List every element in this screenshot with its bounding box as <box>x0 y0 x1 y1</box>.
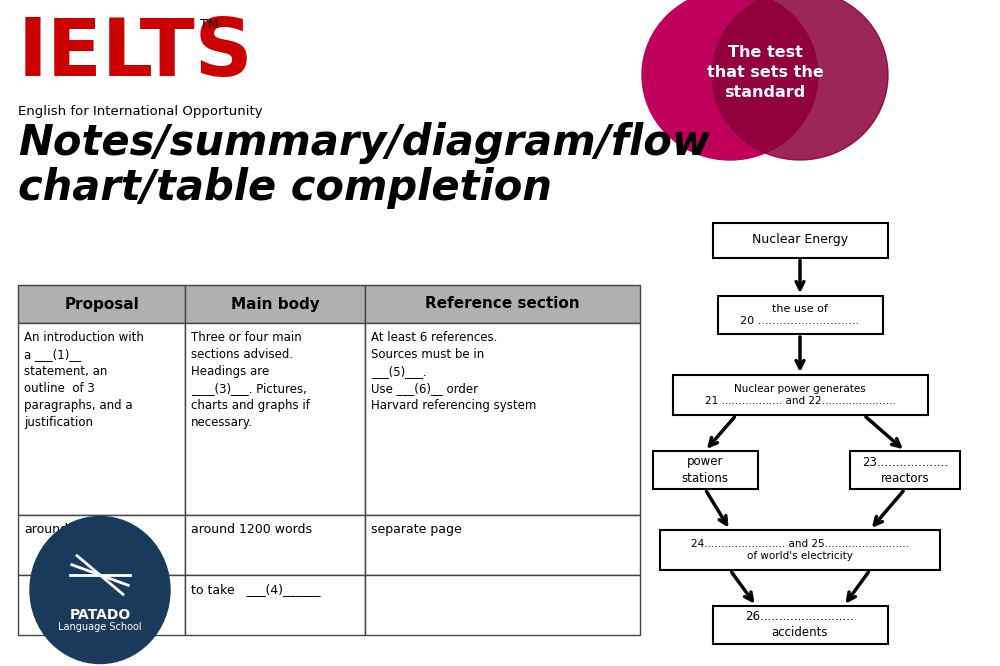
FancyBboxPatch shape <box>718 296 883 334</box>
FancyBboxPatch shape <box>185 515 365 575</box>
FancyBboxPatch shape <box>365 285 640 323</box>
Ellipse shape <box>712 0 888 160</box>
Text: Nuclear power generates
21 .................. and 22......................: Nuclear power generates 21 .............… <box>705 384 895 406</box>
Text: Reference section: Reference section <box>425 296 580 312</box>
Text: separate page: separate page <box>371 523 462 536</box>
FancyBboxPatch shape <box>18 285 185 323</box>
Text: the use of
20 ............................: the use of 20 ..........................… <box>740 304 860 326</box>
FancyBboxPatch shape <box>712 222 888 258</box>
Text: English for International Opportunity: English for International Opportunity <box>18 105 263 118</box>
FancyBboxPatch shape <box>185 575 365 635</box>
Ellipse shape <box>30 517 170 663</box>
Text: 23...................
reactors: 23................... reactors <box>862 456 948 484</box>
FancyBboxPatch shape <box>365 515 640 575</box>
Text: power
stations: power stations <box>682 456 728 484</box>
Text: Three or four main
sections advised.
Headings are
____(3)___. Pictures,
charts a: Three or four main sections advised. Hea… <box>191 331 310 429</box>
Text: 24........................ and 25.........................
of world's electricit: 24........................ and 25.......… <box>691 539 909 561</box>
Ellipse shape <box>642 0 818 160</box>
Text: PATADO: PATADO <box>69 608 131 622</box>
FancyBboxPatch shape <box>365 323 640 515</box>
FancyBboxPatch shape <box>18 575 185 635</box>
FancyBboxPatch shape <box>185 323 365 515</box>
FancyBboxPatch shape <box>850 451 960 489</box>
Text: An introduction with
a ___(1)__
statement, an
outline  of 3
paragraphs, and a
ju: An introduction with a ___(1)__ statemen… <box>24 331 144 429</box>
FancyBboxPatch shape <box>365 575 640 635</box>
FancyBboxPatch shape <box>652 451 758 489</box>
Text: Proposal: Proposal <box>64 296 139 312</box>
Text: around 1200 words: around 1200 words <box>191 523 312 536</box>
Text: IELTS: IELTS <box>18 15 254 93</box>
Text: Main body: Main body <box>231 296 319 312</box>
Text: At least 6 references.
Sources must be in
___(5)___.
Use ___(6)__ order
Harvard : At least 6 references. Sources must be i… <box>371 331 536 412</box>
Text: to take   ___(4)______: to take ___(4)______ <box>191 583 320 596</box>
Text: Nuclear Energy: Nuclear Energy <box>752 234 848 246</box>
Text: The test
that sets the
standard: The test that sets the standard <box>707 45 823 100</box>
Text: Notes/summary/diagram/flow
chart/table completion: Notes/summary/diagram/flow chart/table c… <box>18 122 710 209</box>
Text: Language School: Language School <box>58 622 142 632</box>
FancyBboxPatch shape <box>672 375 928 415</box>
Text: 26.........................
accidents: 26......................... accidents <box>746 611 854 639</box>
Text: around: around <box>24 523 68 536</box>
FancyBboxPatch shape <box>18 515 185 575</box>
FancyBboxPatch shape <box>660 530 940 570</box>
FancyBboxPatch shape <box>18 323 185 515</box>
FancyBboxPatch shape <box>185 285 365 323</box>
Text: TM: TM <box>200 18 218 31</box>
FancyBboxPatch shape <box>712 606 888 644</box>
